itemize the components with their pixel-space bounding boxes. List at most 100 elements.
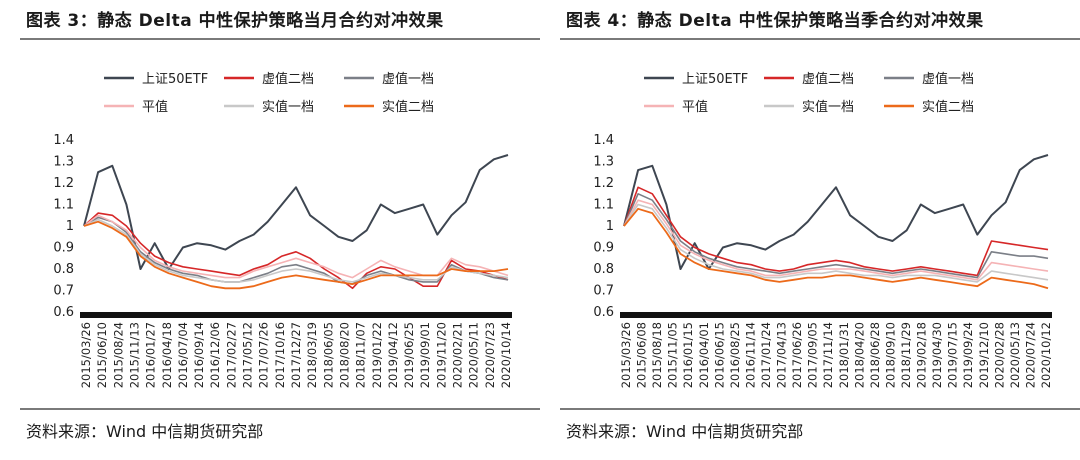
x-tick-label: 2017/02/27 bbox=[224, 322, 238, 388]
x-tick-label: 2018/08/20 bbox=[337, 322, 351, 388]
y-tick-label: 0.7 bbox=[593, 284, 614, 299]
legend-label: 实值二档 bbox=[382, 99, 434, 115]
legend-item-series-1: 虚值二档 bbox=[764, 71, 854, 87]
y-tick-label: 0.8 bbox=[53, 262, 74, 277]
chart-panel-2: 图表 4：静态 Delta 中性保护策略当季合约对冲效果 上证50ETF 虚值二档… bbox=[560, 0, 1080, 460]
legend-item-series-3: 平值 bbox=[104, 99, 168, 115]
y-tick-label: 0.9 bbox=[593, 241, 614, 256]
legend-item-series-2: 虚值一档 bbox=[344, 71, 434, 87]
legend-item-series-1: 虚值二档 bbox=[224, 71, 314, 87]
y-tick-label: 0.9 bbox=[53, 241, 74, 256]
title-divider bbox=[560, 38, 1080, 40]
legend-label: 实值一档 bbox=[802, 99, 854, 115]
x-tick-label: 2019/11/20 bbox=[434, 322, 448, 388]
legend-item-series-5: 实值二档 bbox=[344, 99, 434, 115]
x-tick-label: 2017/11/14 bbox=[821, 322, 835, 388]
x-tick-label: 2015/03/26 bbox=[619, 322, 633, 388]
source-note: 资料来源：Wind 中信期货研究部 bbox=[26, 422, 264, 441]
x-tick-label: 2016/04/01 bbox=[697, 322, 711, 388]
x-tick-label: 2020/05/11 bbox=[467, 322, 481, 388]
series-line-series-4 bbox=[623, 203, 1049, 283]
y-tick-label: 1.4 bbox=[593, 133, 614, 148]
series-line-series-1 bbox=[623, 186, 1049, 277]
x-tick-label: 2016/01/27 bbox=[144, 322, 158, 388]
x-tick-label: 2017/06/26 bbox=[790, 322, 804, 388]
legend-label: 虚值一档 bbox=[922, 71, 974, 87]
y-tick-label: 1.3 bbox=[593, 155, 614, 170]
x-tick-label: 2018/11/29 bbox=[899, 322, 913, 388]
x-tick-label: 2015/11/05 bbox=[666, 322, 680, 388]
x-tick-label: 2019/09/01 bbox=[418, 322, 432, 388]
title-divider bbox=[20, 38, 540, 40]
source-note: 资料来源：Wind 中信期货研究部 bbox=[566, 422, 804, 441]
x-tick-label: 2019/06/25 bbox=[402, 322, 416, 388]
legend-label: 虚值二档 bbox=[802, 71, 854, 87]
x-tick-label: 2019/02/18 bbox=[915, 322, 929, 388]
legend-item-series-0: 上证50ETF bbox=[644, 72, 748, 87]
x-tick-label: 2019/07/15 bbox=[946, 322, 960, 388]
x-tick-label: 2017/01/24 bbox=[759, 322, 773, 388]
x-axis bbox=[620, 312, 1052, 318]
y-tick-label: 0.6 bbox=[53, 305, 74, 320]
legend-label: 虚值二档 bbox=[262, 71, 314, 87]
series-line-series-5 bbox=[623, 207, 1049, 290]
series-line-series-4 bbox=[83, 218, 509, 283]
x-tick-label: 2016/09/14 bbox=[192, 322, 206, 388]
x-tick-label: 2016/11/14 bbox=[743, 322, 757, 388]
x-tick-label: 2017/12/27 bbox=[289, 322, 303, 388]
legend-item-series-4: 实值一档 bbox=[764, 99, 854, 115]
legend-label: 上证50ETF bbox=[682, 72, 748, 87]
series-line-series-3 bbox=[623, 199, 1049, 281]
legend-label: 虚值一档 bbox=[382, 71, 434, 87]
x-tick-label: 2015/08/18 bbox=[650, 322, 664, 388]
chart-panel-1: 图表 3：静态 Delta 中性保护策略当月合约对冲效果 上证50ETF 虚值二档… bbox=[20, 0, 540, 460]
x-tick-label: 2020/05/13 bbox=[1008, 322, 1022, 388]
x-tick-label: 2019/04/30 bbox=[930, 322, 944, 388]
series-line-series-0 bbox=[83, 154, 509, 270]
x-tick-label: 2017/04/13 bbox=[775, 322, 789, 388]
series-line-series-2 bbox=[623, 193, 1049, 279]
x-tick-label: 2019/12/10 bbox=[977, 322, 991, 388]
y-tick-label: 1.2 bbox=[593, 176, 614, 191]
x-tick-label: 2020/02/28 bbox=[992, 322, 1006, 388]
y-tick-label: 1.4 bbox=[53, 133, 74, 148]
chart-title: 图表 3：静态 Delta 中性保护策略当月合约对冲效果 bbox=[26, 11, 444, 31]
x-tick-label: 2016/04/18 bbox=[160, 322, 174, 388]
x-tick-label: 2020/10/12 bbox=[1039, 322, 1053, 388]
x-tick-label: 2015/06/08 bbox=[635, 322, 649, 388]
x-tick-label: 2018/01/31 bbox=[837, 322, 851, 388]
x-axis bbox=[80, 312, 512, 318]
x-tick-label: 2020/10/14 bbox=[499, 322, 513, 388]
x-tick-label: 2019/01/22 bbox=[370, 322, 384, 388]
legend-item-series-3: 平值 bbox=[644, 99, 708, 115]
series-line-series-2 bbox=[83, 216, 509, 285]
legend-item-series-5: 实值二档 bbox=[884, 99, 974, 115]
series-line-series-0 bbox=[623, 154, 1049, 270]
legend-label: 实值一档 bbox=[262, 99, 314, 115]
x-tick-label: 2015/03/26 bbox=[79, 322, 93, 388]
x-tick-label: 2016/08/25 bbox=[728, 322, 742, 388]
y-tick-label: 0.6 bbox=[593, 305, 614, 320]
x-tick-label: 2017/07/26 bbox=[257, 322, 271, 388]
x-tick-label: 2016/06/15 bbox=[712, 322, 726, 388]
legend-label: 平值 bbox=[142, 99, 168, 115]
x-tick-label: 2017/05/12 bbox=[241, 322, 255, 388]
y-tick-label: 0.7 bbox=[53, 284, 74, 299]
x-tick-label: 2017/09/05 bbox=[806, 322, 820, 388]
x-tick-label: 2018/06/05 bbox=[321, 322, 335, 388]
source-divider bbox=[560, 408, 1080, 410]
legend-label: 平值 bbox=[682, 99, 708, 115]
x-tick-label: 2018/03/19 bbox=[305, 322, 319, 388]
y-tick-label: 1.3 bbox=[53, 155, 74, 170]
x-tick-label: 2016/12/06 bbox=[208, 322, 222, 388]
x-tick-label: 2020/07/23 bbox=[483, 322, 497, 388]
x-tick-label: 2015/08/24 bbox=[111, 322, 125, 388]
legend-label: 实值二档 bbox=[922, 99, 974, 115]
y-tick-label: 1 bbox=[606, 219, 614, 234]
x-tick-label: 2020/07/24 bbox=[1023, 322, 1037, 388]
x-tick-label: 2018/11/07 bbox=[354, 322, 368, 388]
x-tick-label: 2018/09/10 bbox=[883, 322, 897, 388]
x-tick-label: 2016/01/15 bbox=[681, 322, 695, 388]
x-tick-label: 2019/04/12 bbox=[386, 322, 400, 388]
